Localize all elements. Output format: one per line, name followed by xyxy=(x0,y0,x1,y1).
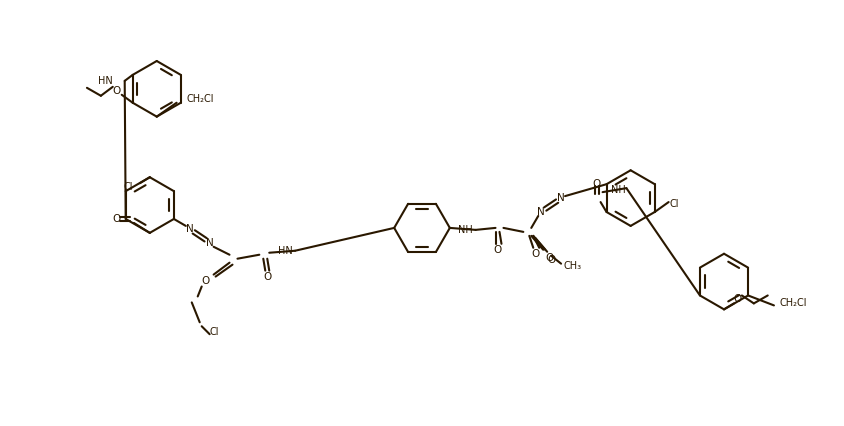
Text: O: O xyxy=(494,245,501,255)
Text: O: O xyxy=(531,249,539,259)
Text: HN: HN xyxy=(278,246,293,256)
Text: CH₂Cl: CH₂Cl xyxy=(780,298,808,308)
Text: O: O xyxy=(112,214,120,224)
Text: O: O xyxy=(202,276,210,285)
Text: N: N xyxy=(538,207,545,217)
Text: O: O xyxy=(112,86,121,96)
Text: O: O xyxy=(733,294,742,305)
Text: O: O xyxy=(545,253,554,263)
Text: N: N xyxy=(186,224,193,234)
Text: Cl: Cl xyxy=(123,182,133,192)
Text: Cl: Cl xyxy=(209,327,219,337)
Text: O: O xyxy=(263,272,272,282)
Text: O: O xyxy=(547,255,555,265)
Text: O: O xyxy=(592,179,601,189)
Text: CH₂Cl: CH₂Cl xyxy=(187,94,214,104)
Text: N: N xyxy=(557,193,565,203)
Text: HN: HN xyxy=(98,76,113,86)
Text: N: N xyxy=(206,238,214,248)
Text: NH: NH xyxy=(458,225,473,235)
Text: NH: NH xyxy=(611,185,626,195)
Text: Cl: Cl xyxy=(670,199,679,209)
Text: CH₃: CH₃ xyxy=(563,261,582,271)
